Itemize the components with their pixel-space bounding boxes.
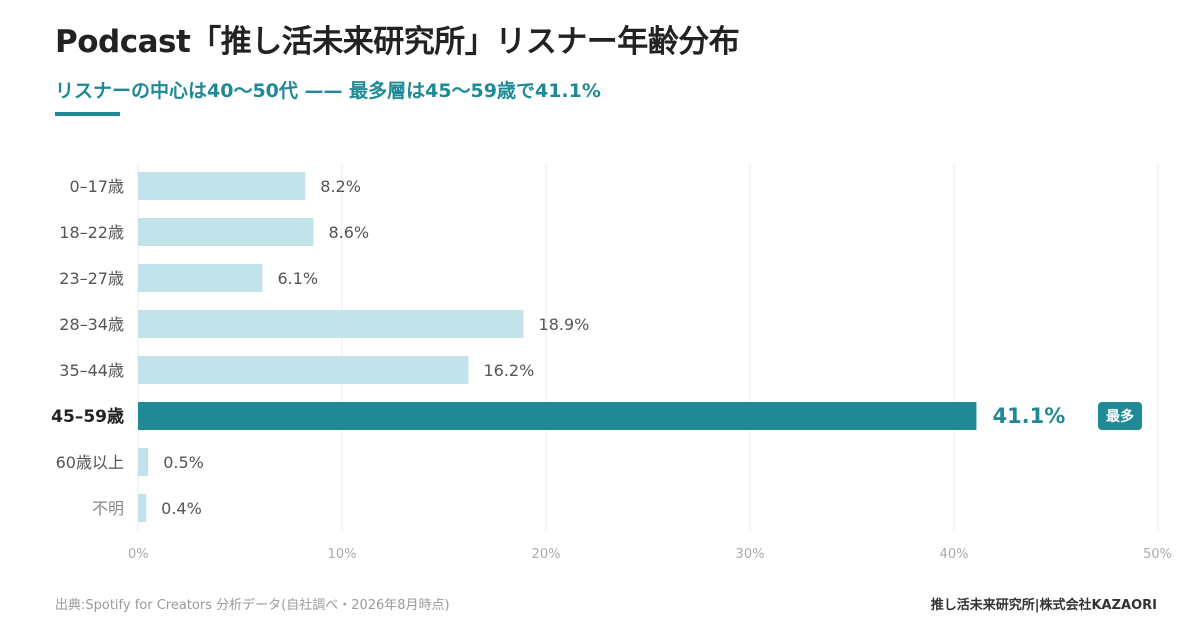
bars-layer <box>138 172 977 522</box>
value-label: 0.5% <box>163 453 204 472</box>
subtitle-underline <box>55 112 120 116</box>
value-label: 18.9% <box>539 315 590 334</box>
category-label: 不明 <box>92 499 124 518</box>
bar <box>138 494 147 522</box>
bar <box>138 264 263 292</box>
chart-title: Podcast「推し活未来研究所」リスナー年齢分布 <box>55 24 740 60</box>
value-label: 8.6% <box>328 223 369 242</box>
bar <box>138 218 314 246</box>
ticks-layer: 0% 10% 20% 30% 40% 50% <box>128 547 1172 562</box>
bar-highlight <box>138 402 977 430</box>
category-label: 23–27歳 <box>59 269 124 288</box>
bar <box>138 310 524 338</box>
x-tick-label: 40% <box>940 547 969 562</box>
bar <box>138 172 306 200</box>
value-label-highlight: 41.1% <box>992 404 1065 428</box>
chart-subtitle: リスナーの中心は40〜50代 —— 最多層は45〜59歳で41.1% <box>55 80 601 102</box>
bar <box>138 356 469 384</box>
labels-layer: 0–17歳 8.2% 18–22歳 8.6% 23–27歳 6.1% 28–34歳 18.9%… <box>51 177 1142 518</box>
x-tick-label: 50% <box>1143 547 1172 562</box>
bar <box>138 448 149 476</box>
top-badge <box>1098 402 1142 430</box>
value-label: 8.2% <box>320 177 361 196</box>
category-label: 18–22歳 <box>59 223 124 242</box>
x-tick-label: 0% <box>128 547 149 562</box>
x-tick-label: 30% <box>736 547 765 562</box>
value-label: 0.4% <box>161 499 202 518</box>
value-label: 6.1% <box>277 269 318 288</box>
category-label: 60歳以上 <box>56 453 124 472</box>
x-tick-label: 20% <box>532 547 561 562</box>
age-distribution-chart: 0–17歳 8.2% 18–22歳 8.6% 23–27歳 6.1% 28–34歳 18.9%… <box>51 163 1172 562</box>
source-note: 出典:Spotify for Creators 分析データ(自社調べ・2026年… <box>55 598 450 613</box>
category-label: 35–44歳 <box>59 361 124 380</box>
value-label: 16.2% <box>483 361 534 380</box>
category-label: 45–59歳 <box>51 406 124 427</box>
x-tick-label: 10% <box>328 547 357 562</box>
top-badge-label: 最多 <box>1106 408 1134 425</box>
category-label: 28–34歳 <box>59 315 124 334</box>
brand-credit: 推し活未来研究所|株式会社KAZAORI <box>930 598 1157 613</box>
category-label: 0–17歳 <box>69 177 124 196</box>
